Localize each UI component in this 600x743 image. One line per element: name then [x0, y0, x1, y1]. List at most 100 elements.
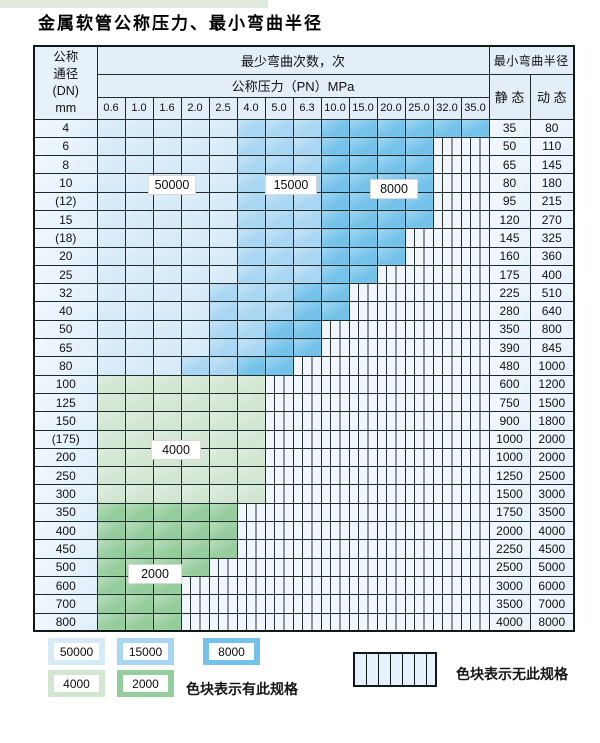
spec-cell-8000	[320, 173, 350, 193]
cell-static-radius: 4000	[488, 612, 531, 632]
spec-cell-15000	[264, 136, 294, 157]
spec-cell-50000	[124, 338, 154, 358]
bend-cycles-header: 最少弯曲次数，次	[96, 45, 490, 75]
no-spec-cell	[320, 484, 350, 504]
min-bend-radius-header: 最小弯曲半径	[488, 45, 575, 75]
table-row: 250 1250 2500	[33, 466, 575, 486]
cell-dynamic-radius: 640	[529, 301, 575, 321]
spec-cell-4000	[96, 466, 126, 486]
table-row: 125 750 1500	[33, 392, 575, 413]
spec-cell-15000	[264, 264, 294, 285]
no-spec-cell	[348, 612, 378, 632]
spec-cell-4000	[124, 374, 154, 394]
no-spec-cell	[432, 539, 462, 559]
spec-cell-15000	[236, 246, 266, 266]
no-spec-cell	[432, 447, 462, 468]
spec-cell-8000	[320, 264, 350, 285]
no-spec-cell	[264, 557, 294, 577]
spec-cell-50000	[180, 319, 210, 340]
no-spec-cell	[404, 557, 434, 577]
no-spec-cell	[460, 136, 490, 157]
spec-cell-8000	[320, 191, 350, 211]
spec-cell-50000	[124, 173, 154, 193]
no-spec-cell	[320, 411, 350, 431]
spec-cell-4000	[208, 484, 238, 504]
no-spec-cell	[376, 502, 406, 523]
spec-cell-2000	[96, 539, 126, 559]
spec-cell-4000	[236, 392, 266, 413]
no-spec-cell	[376, 283, 406, 303]
spec-cell-8000	[348, 118, 378, 138]
cell-dynamic-radius: 6000	[529, 575, 575, 596]
no-spec-cell	[432, 521, 462, 541]
spec-cell-8000	[404, 209, 434, 230]
spec-cell-4000	[208, 447, 238, 468]
dn-column-header: 公称 通径 (DN) mm	[33, 45, 98, 120]
spec-cell-2000	[124, 539, 154, 559]
no-spec-cell	[404, 301, 434, 321]
spec-cell-50000	[96, 173, 126, 193]
table-row: 500 2500 5000	[33, 557, 575, 577]
no-spec-cell	[292, 356, 322, 376]
table-row: 450 2250 4500	[33, 539, 575, 559]
legend-swatch-15000: 15000	[117, 638, 174, 665]
spec-cell-15000	[292, 136, 322, 157]
no-spec-cell	[264, 411, 294, 431]
spec-cell-50000	[96, 155, 126, 175]
spec-cell-15000	[236, 191, 266, 211]
spec-cell-50000	[180, 301, 210, 321]
no-spec-cell	[432, 374, 462, 394]
no-spec-cell	[264, 447, 294, 468]
spec-cell-8000	[320, 155, 350, 175]
spec-cell-4000	[208, 466, 238, 486]
spec-cell-8000	[376, 209, 406, 230]
no-spec-cell	[432, 228, 462, 248]
spec-cell-8000	[348, 264, 378, 285]
spec-cell-50000	[124, 118, 154, 138]
spec-cell-50000	[124, 301, 154, 321]
no-spec-cell	[460, 319, 490, 340]
spec-cell-2000	[96, 502, 126, 523]
pressure-col-header: 10.0	[320, 96, 350, 120]
no-spec-cell	[376, 319, 406, 340]
spec-cell-2000	[96, 612, 126, 632]
spec-cell-4000	[180, 374, 210, 394]
table-row: 6 50 110	[33, 136, 575, 157]
no-spec-cell	[320, 429, 350, 449]
no-spec-cell	[348, 466, 378, 486]
cell-static-radius: 225	[488, 283, 531, 303]
spec-cell-4000	[236, 374, 266, 394]
spec-cell-4000	[96, 429, 126, 449]
no-spec-cell	[208, 575, 238, 596]
no-spec-cell	[348, 374, 378, 394]
no-spec-cell	[432, 502, 462, 523]
no-spec-cell	[460, 521, 490, 541]
cell-static-radius: 1500	[488, 484, 531, 504]
cell-dn: 40	[33, 301, 98, 321]
spec-cell-15000	[264, 155, 294, 175]
spec-cell-2000	[152, 502, 182, 523]
no-spec-cell	[376, 264, 406, 285]
spec-cell-2000	[96, 575, 126, 596]
spec-cell-8000	[376, 118, 406, 138]
no-spec-cell	[236, 521, 266, 541]
table-row: (175) 1000 2000	[33, 429, 575, 449]
cell-dynamic-radius: 1200	[529, 374, 575, 394]
no-spec-cell	[348, 319, 378, 340]
no-spec-cell	[348, 283, 378, 303]
spec-cell-15000	[236, 173, 266, 193]
cell-dynamic-radius: 2000	[529, 447, 575, 468]
no-spec-cell	[292, 594, 322, 614]
cell-dynamic-radius: 180	[529, 173, 575, 193]
cell-dn: 150	[33, 411, 98, 431]
no-spec-cell	[460, 612, 490, 632]
pressure-col-header: 1.0	[124, 96, 154, 120]
spec-cell-8000	[320, 209, 350, 230]
cell-static-radius: 65	[488, 155, 531, 175]
spec-cell-50000	[152, 338, 182, 358]
cell-dynamic-radius: 8000	[529, 612, 575, 632]
spec-cell-50000	[208, 191, 238, 211]
legend-swatch-2000: 2000	[117, 670, 174, 697]
spec-cell-2000	[124, 594, 154, 614]
spec-cell-2000	[208, 502, 238, 523]
